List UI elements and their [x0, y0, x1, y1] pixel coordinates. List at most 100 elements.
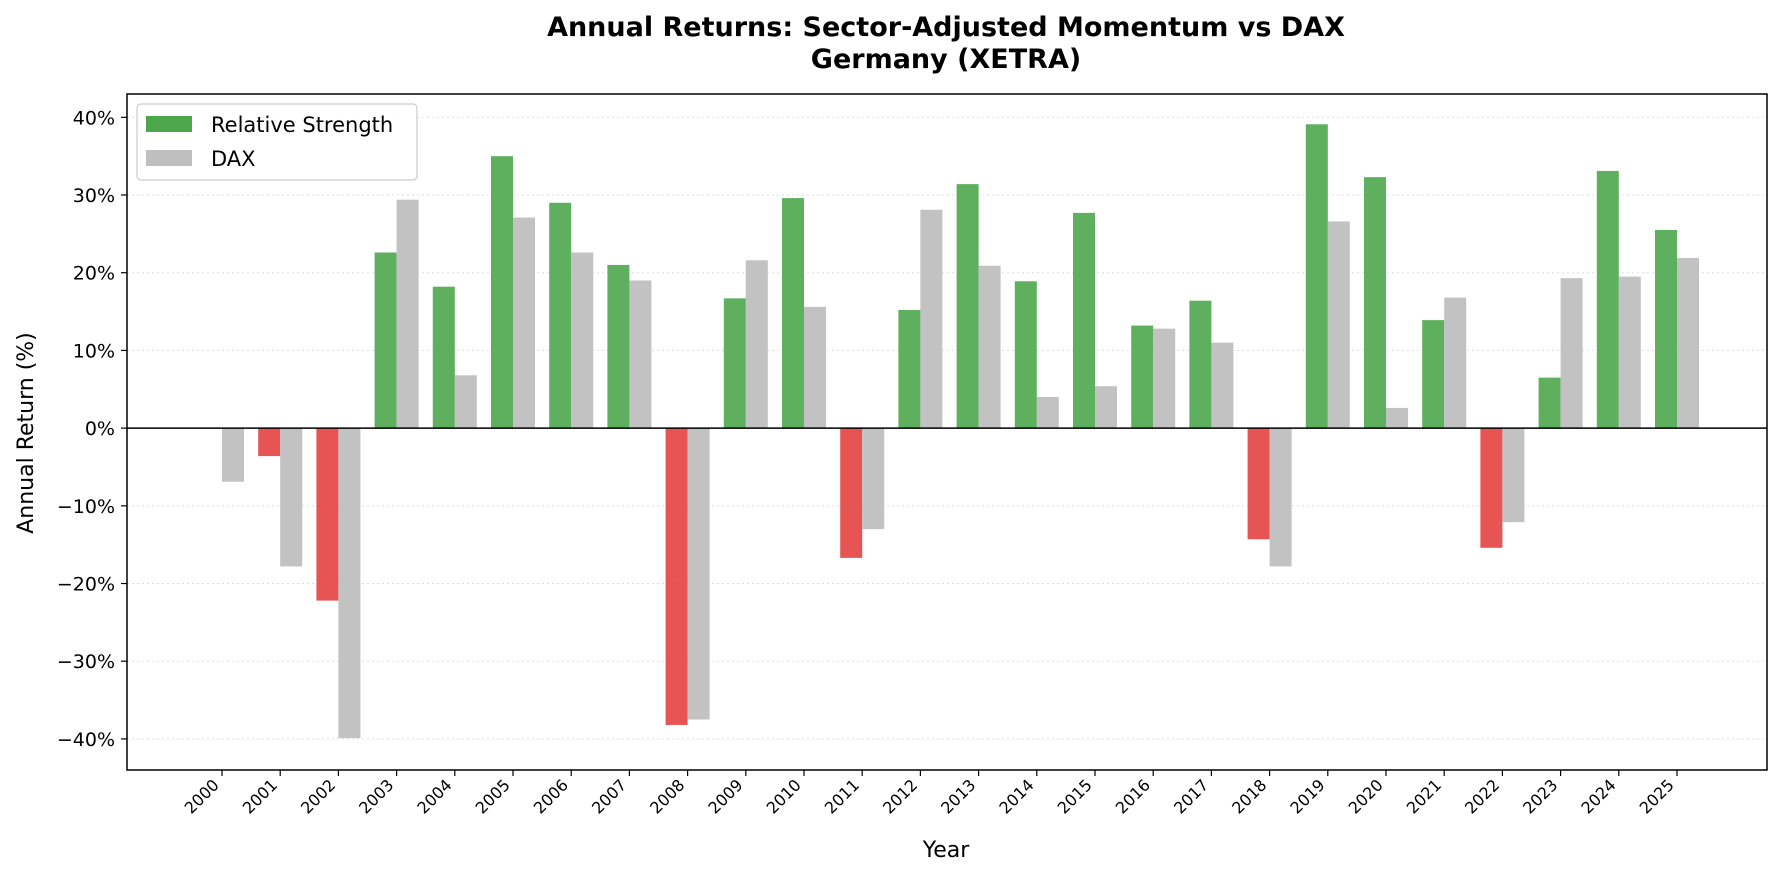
x-tick-label: 2003	[355, 775, 397, 817]
x-tick-label: 2021	[1403, 775, 1445, 817]
bar-relative-strength-2009	[723, 298, 746, 429]
y-tick-label: 40%	[73, 107, 115, 129]
bar-dax-2006	[571, 252, 594, 429]
bar-dax-2024	[1618, 276, 1641, 429]
legend-swatch-relative-strength	[146, 116, 192, 132]
x-tick-label: 2013	[937, 775, 979, 817]
bar-relative-strength-2012	[898, 310, 921, 429]
bar-relative-strength-2013	[956, 184, 979, 429]
bar-dax-2004	[454, 375, 477, 429]
x-tick-label: 2020	[1345, 775, 1387, 817]
bar-relative-strength-2011	[840, 428, 863, 558]
bar-dax-2007	[629, 280, 652, 429]
bar-dax-2025	[1677, 257, 1699, 429]
bar-relative-strength-2002	[316, 428, 339, 601]
bar-dax-2013	[978, 265, 1001, 429]
bar-relative-strength-2016	[1131, 325, 1154, 429]
bar-relative-strength-2014	[1014, 281, 1037, 429]
legend-label-relative-strength: Relative Strength	[211, 113, 393, 137]
y-tick-label: −20%	[57, 574, 115, 596]
y-tick-label: −10%	[57, 496, 115, 518]
chart-title: Annual Returns: Sector-Adjusted Momentum…	[547, 12, 1345, 43]
legend-label-dax: DAX	[211, 147, 256, 171]
x-tick-label: 2024	[1577, 775, 1619, 817]
y-tick-label: −30%	[57, 651, 115, 673]
plot-area	[126, 93, 1768, 771]
bar-dax-2010	[804, 306, 826, 429]
x-tick-label: 2015	[1054, 775, 1096, 817]
x-axis: 2000 2001 2002 2003 2004 2005 2006 2007 2008 2009…	[181, 770, 1678, 818]
x-tick-label: 2019	[1286, 775, 1328, 817]
bar-dax-2022	[1502, 428, 1525, 523]
bar-relative-strength-2010	[782, 198, 804, 429]
bars	[222, 124, 1699, 739]
bar-dax-2008	[687, 428, 710, 720]
bar-dax-2012	[920, 209, 943, 429]
bar-relative-strength-2024	[1596, 170, 1619, 429]
bar-dax-2021	[1444, 297, 1467, 429]
x-axis-label: Year	[922, 838, 971, 863]
x-tick-label: 2012	[879, 775, 921, 817]
bar-dax-2002	[338, 428, 361, 739]
y-tick-label: 30%	[73, 185, 115, 207]
bar-dax-2016	[1153, 328, 1176, 429]
bar-dax-2005	[513, 217, 535, 429]
bar-relative-strength-2007	[607, 264, 630, 429]
bar-relative-strength-2006	[549, 202, 572, 429]
bar-dax-2009	[745, 260, 768, 429]
x-tick-label: 2002	[297, 775, 339, 817]
y-axis: −40% −30% −20% −10% 0% 10% 20% 30% 40%	[57, 107, 127, 751]
bar-relative-strength-2021	[1422, 320, 1445, 429]
bar-dax-2003	[396, 199, 419, 429]
x-tick-label: 2014	[995, 775, 1037, 817]
y-tick-label: 0%	[85, 418, 115, 440]
bar-dax-2001	[280, 428, 303, 567]
y-tick-label: 20%	[73, 263, 115, 285]
x-tick-label: 2025	[1636, 775, 1678, 817]
x-tick-label: 2001	[239, 775, 281, 817]
x-tick-label: 2018	[1228, 775, 1270, 817]
bar-relative-strength-2019	[1305, 124, 1328, 429]
legend: Relative Strength DAX	[136, 103, 418, 181]
y-axis-label: Annual Return (%)	[14, 332, 39, 534]
x-tick-label: 2011	[821, 775, 863, 817]
bar-dax-2011	[862, 428, 885, 530]
x-tick-label: 2004	[413, 775, 455, 817]
bar-relative-strength-2008	[665, 428, 688, 725]
bar-relative-strength-2017	[1189, 300, 1212, 429]
bar-dax-2014	[1036, 397, 1059, 429]
x-tick-label: 2016	[1112, 775, 1154, 817]
bar-relative-strength-2015	[1073, 212, 1095, 429]
bar-dax-2000	[222, 428, 244, 482]
bar-relative-strength-2018	[1247, 428, 1270, 540]
bar-relative-strength-2005	[491, 156, 513, 429]
x-tick-label: 2005	[472, 775, 514, 817]
legend-box	[136, 103, 418, 181]
bar-dax-2017	[1211, 342, 1234, 429]
x-tick-label: 2023	[1519, 775, 1561, 817]
x-tick-label: 2006	[530, 775, 572, 817]
bar-relative-strength-2023	[1538, 377, 1561, 429]
bar-relative-strength-2020	[1364, 177, 1386, 429]
bar-dax-2019	[1327, 221, 1350, 429]
x-tick-label: 2007	[588, 775, 630, 817]
x-tick-label: 2000	[181, 775, 223, 817]
bar-dax-2015	[1095, 386, 1117, 429]
y-tick-label: 10%	[73, 340, 115, 362]
y-tick-label: −40%	[57, 729, 115, 751]
x-tick-label: 2022	[1461, 775, 1503, 817]
x-tick-label: 2010	[763, 775, 805, 817]
x-tick-label: 2017	[1170, 775, 1212, 817]
x-tick-label: 2009	[704, 775, 746, 817]
legend-swatch-dax	[146, 150, 192, 166]
bar-dax-2020	[1386, 407, 1408, 429]
bar-relative-strength-2001	[258, 428, 281, 457]
bar-dax-2023	[1560, 278, 1583, 429]
bar-dax-2018	[1269, 428, 1292, 567]
bar-relative-strength-2025	[1655, 229, 1677, 429]
bar-relative-strength-2022	[1480, 428, 1503, 548]
x-tick-label: 2008	[646, 775, 688, 817]
chart-subtitle: Germany (XETRA)	[811, 44, 1081, 75]
bar-relative-strength-2004	[432, 286, 455, 429]
